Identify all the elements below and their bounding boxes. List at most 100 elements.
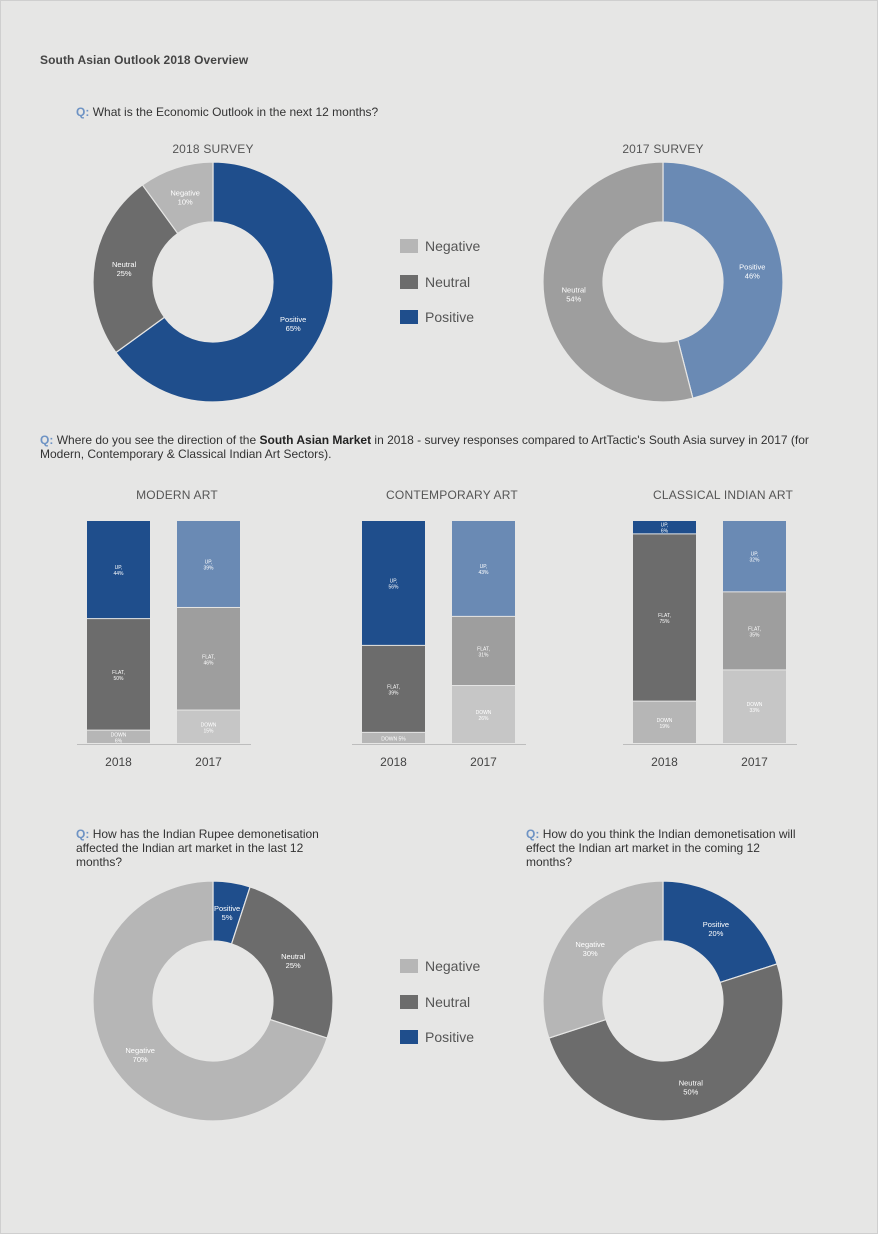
- bar-value: 39%: [388, 690, 399, 696]
- slice-value: 46%: [745, 272, 760, 281]
- bar-value: 39%: [203, 565, 214, 571]
- bar-value: 50%: [113, 676, 124, 682]
- bar-segment-up: [723, 521, 786, 592]
- chart-title: MODERN ART: [136, 488, 218, 502]
- bar-value: 46%: [203, 660, 214, 666]
- slice-value: 25%: [117, 269, 132, 278]
- bar-segment-flat: [452, 616, 515, 686]
- question-demonetisation-future: Q: How do you think the Indian demonetis…: [526, 827, 796, 869]
- legend-swatch: [400, 959, 418, 973]
- bar-value: 15%: [203, 728, 214, 734]
- question-prefix: Q:: [76, 105, 90, 119]
- legend-demonetisation: Negative Neutral Positive: [400, 957, 480, 1064]
- slice-value: 70%: [133, 1055, 148, 1064]
- legend-label: Positive: [425, 309, 475, 325]
- bar-label: DOWN: [201, 722, 217, 728]
- bar-segment-down: [723, 670, 786, 743]
- question-demonetisation-past: Q: How has the Indian Rupee demonetisati…: [76, 827, 346, 869]
- bar-label: DOWN 5%: [381, 736, 406, 742]
- x-tick-label: 2017: [741, 755, 768, 769]
- donut-slice-negative: [141, 161, 214, 235]
- slice-value: 30%: [583, 949, 598, 958]
- donut-slice-neutral: [92, 184, 179, 354]
- slice-value: 65%: [286, 324, 301, 333]
- legend-item-positive: Positive: [400, 1028, 480, 1046]
- slice-label: Neutral: [562, 285, 587, 294]
- legend-economic-outlook: Negative Neutral Positive: [400, 237, 480, 344]
- bar-label: FLAT,: [387, 684, 400, 690]
- legend-swatch: [400, 310, 418, 324]
- slice-label: Positive: [214, 904, 240, 913]
- bar-label: UP,: [115, 565, 123, 571]
- bar-label: FLAT,: [112, 670, 125, 676]
- bar-value: 43%: [478, 570, 489, 576]
- bar-label: DOWN: [747, 702, 763, 708]
- x-tick-label: 2017: [195, 755, 222, 769]
- bar-label: DOWN: [476, 710, 492, 716]
- chart-title: CLASSICAL INDIAN ART: [653, 488, 794, 502]
- legend-item-negative: Negative: [400, 957, 480, 975]
- legend-label: Positive: [425, 1029, 475, 1045]
- question-text: How do you think the Indian demonetisati…: [526, 827, 796, 869]
- bar-label: FLAT,: [477, 646, 490, 652]
- bar-label: UP,: [480, 564, 488, 570]
- bar-segment-flat: [87, 619, 150, 730]
- slice-value: 10%: [178, 197, 193, 206]
- bar-segment-down: [633, 701, 696, 743]
- legend-label: Neutral: [425, 273, 471, 290]
- slice-label: Negative: [125, 1046, 155, 1055]
- bar-segment-up: [633, 521, 696, 534]
- bar-value: 75%: [659, 619, 670, 625]
- question-economic-outlook: Q: What is the Economic Outlook in the n…: [76, 105, 776, 119]
- slice-label: Positive: [280, 315, 306, 324]
- bar-segment-down: [362, 732, 425, 743]
- donut-slice-neutral: [548, 963, 784, 1122]
- bar-value: 6%: [115, 738, 123, 744]
- bar-label: FLAT,: [202, 654, 215, 660]
- bar-value: 56%: [388, 584, 399, 590]
- question-text-bold: South Asian Market: [259, 433, 372, 447]
- bar-value: 32%: [749, 558, 760, 564]
- donut-slice-neutral: [542, 161, 694, 403]
- chart-title: 2017 SURVEY: [622, 142, 703, 156]
- question-market-direction: Q: Where do you see the direction of the…: [40, 433, 840, 461]
- bar-segment-flat: [633, 534, 696, 701]
- bar-segment-down: [87, 730, 150, 743]
- legend-swatch: [400, 994, 418, 1009]
- legend-swatch: [400, 274, 418, 289]
- legend-item-neutral: Neutral: [400, 273, 480, 291]
- x-tick-label: 2018: [651, 755, 678, 769]
- bar-value: 44%: [113, 571, 124, 577]
- bar-label: DOWN: [657, 718, 673, 724]
- question-text: What is the Economic Outlook in the next…: [92, 105, 379, 119]
- chart-title: 2018 SURVEY: [172, 142, 253, 156]
- bar-label: DOWN: [111, 732, 127, 738]
- bar-segment-flat: [362, 645, 425, 732]
- donut-slice-positive: [662, 880, 778, 984]
- slice-label: Negative: [170, 188, 200, 197]
- legend-label: Neutral: [425, 993, 471, 1010]
- bar-segment-down: [177, 710, 240, 743]
- question-text-after: in 2018 - survey responses compared to A…: [40, 433, 809, 461]
- x-tick-label: 2018: [380, 755, 407, 769]
- slice-value: 54%: [566, 294, 581, 303]
- bar-label: UP,: [661, 523, 669, 529]
- bar-value: 31%: [478, 652, 489, 658]
- slice-label: Neutral: [112, 260, 137, 269]
- slice-label: Positive: [703, 920, 729, 929]
- slice-label: Negative: [575, 940, 605, 949]
- bar-label: FLAT,: [748, 626, 761, 632]
- bar-label: UP,: [751, 552, 759, 558]
- question-prefix: Q:: [526, 827, 540, 841]
- legend-item-negative: Negative: [400, 237, 480, 255]
- donut-slice-positive: [115, 161, 334, 403]
- bar-segment-up: [87, 521, 150, 619]
- slice-label: Neutral: [679, 1079, 704, 1088]
- bar-label: UP,: [205, 559, 213, 565]
- legend-label: Negative: [425, 238, 481, 254]
- donut-slice-negative: [542, 880, 664, 1039]
- chart-title: CONTEMPORARY ART: [386, 488, 518, 502]
- bar-value: 26%: [478, 716, 489, 722]
- donut-slice-neutral: [230, 886, 334, 1039]
